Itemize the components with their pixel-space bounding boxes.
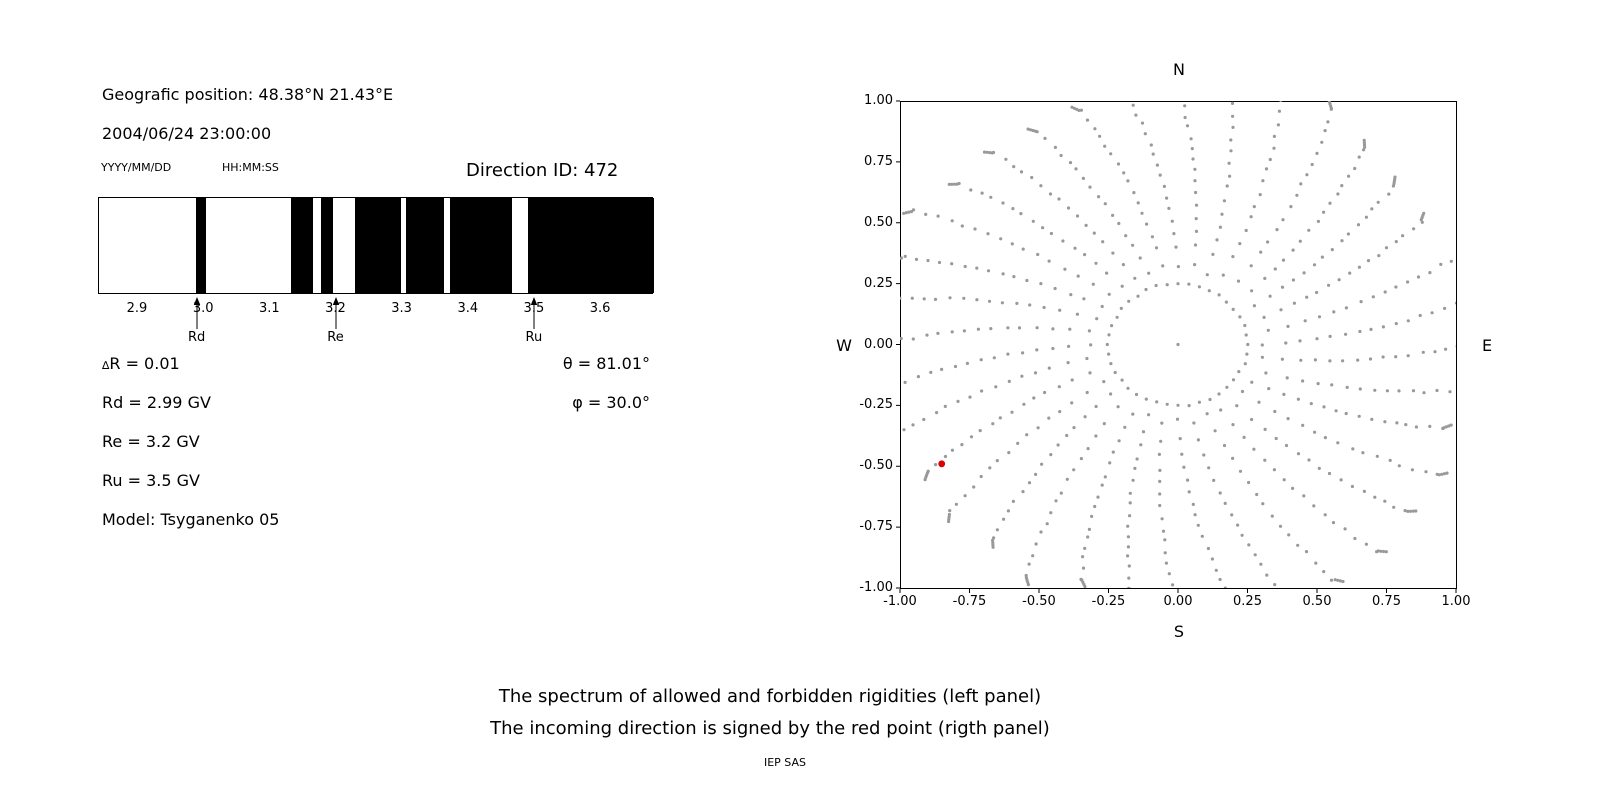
- rigidity-tick-label: 3.6: [589, 301, 611, 316]
- y-tick-label: 1.00: [864, 93, 893, 108]
- forbidden-band: [196, 198, 207, 293]
- y-tick-label: -0.75: [859, 519, 893, 535]
- direction-y-axis: -1.00 -0.75 -0.50 -0.25 0.00 0.25 0.50 0.75 1.00: [828, 93, 893, 595]
- caption-line-1: The spectrum of allowed and forbidden ri…: [498, 686, 1042, 707]
- forbidden-band: [527, 198, 654, 293]
- x-tick-label: -1.00: [883, 594, 917, 609]
- rigidity-tick-label: 2.9: [126, 301, 148, 316]
- rd-text: Rd = 2.99 GV: [102, 393, 211, 412]
- phi-text: φ = 30.0°: [572, 393, 650, 412]
- geo-position-text: Geografic position: 48.38°N 21.43°E: [102, 85, 394, 104]
- forbidden-band: [355, 198, 402, 293]
- forbidden-band: [405, 198, 445, 293]
- compass-east-label: E: [1481, 336, 1493, 355]
- forbidden-band: [290, 198, 314, 293]
- y-tick-label: 0.25: [864, 275, 893, 291]
- marker-label-ru: Ru: [525, 330, 543, 345]
- rigidity-tick-label: 3.1: [258, 301, 280, 316]
- re-text: Re = 3.2 GV: [102, 432, 200, 451]
- y-tick-label: 0.00: [864, 336, 893, 352]
- x-tick-label: 0.25: [1233, 594, 1262, 609]
- y-tick-label: -0.50: [859, 458, 893, 474]
- rigidity-spectrum-chart: [98, 197, 654, 294]
- datetime-text: 2004/06/24 23:00:00: [102, 124, 272, 143]
- x-tick-label: -0.50: [1022, 594, 1056, 609]
- marker-arrow-rd-icon: [193, 297, 200, 329]
- x-tick-label: 0.50: [1302, 594, 1332, 609]
- x-tick-label: 0.75: [1372, 594, 1401, 609]
- x-tick-label: -0.25: [1091, 594, 1126, 609]
- direction-scatter-plot: [896, 100, 1457, 593]
- rigidity-marker-annotations: Rd Re Ru: [98, 297, 653, 349]
- marker-arrow-ru-icon: [530, 297, 538, 329]
- compass-south-label: S: [1173, 622, 1185, 641]
- delta-r-text: ∆R = 0.01: [102, 354, 180, 373]
- compass-north-label: N: [1173, 60, 1185, 79]
- direction-x-axis: -1.00 -0.75 -0.50 -0.25 0.00 0.25 0.50 0.75 1.00: [883, 594, 1470, 610]
- marker-label-rd: Rd: [187, 330, 206, 345]
- rigidity-tick-label: 3.4: [457, 301, 479, 316]
- incoming-direction-red-point: [938, 460, 946, 468]
- ru-text: Ru = 3.5 GV: [102, 471, 200, 490]
- marker-label-re: Re: [327, 330, 344, 345]
- forbidden-band: [450, 198, 513, 293]
- direction-id-text: Direction ID: 472: [466, 160, 619, 181]
- asymptotic-direction-dots: [900, 101, 1456, 588]
- x-tick-label: -0.75: [952, 594, 987, 609]
- y-tick-label: 0.75: [864, 153, 893, 169]
- axis-tick-marks: [896, 100, 1457, 593]
- forbidden-band: [321, 198, 334, 293]
- x-tick-label: 1.00: [1441, 594, 1471, 609]
- rigidity-tick-label: 3.3: [391, 301, 412, 316]
- caption-line-2: The incoming direction is signed by the …: [490, 718, 1050, 739]
- y-tick-label: -1.00: [859, 580, 893, 595]
- marker-arrow-re-icon: [332, 297, 339, 329]
- credit-text: IEP SAS: [763, 756, 807, 769]
- date-format-label: YYYY/MM/DD: [101, 161, 172, 174]
- model-text: Model: Tsyganenko 05: [102, 510, 280, 529]
- y-tick-label: 0.50: [864, 214, 893, 230]
- plot-frame: [900, 101, 1457, 589]
- x-tick-label: 0.00: [1163, 594, 1193, 609]
- compass-west-label: W: [836, 336, 852, 355]
- delta-symbol: ∆: [102, 359, 110, 372]
- y-tick-label: -0.25: [859, 397, 893, 413]
- time-format-label: HH:MM:SS: [222, 161, 279, 174]
- delta-r-value: R = 0.01: [109, 354, 180, 373]
- theta-text: θ = 81.01°: [562, 354, 650, 373]
